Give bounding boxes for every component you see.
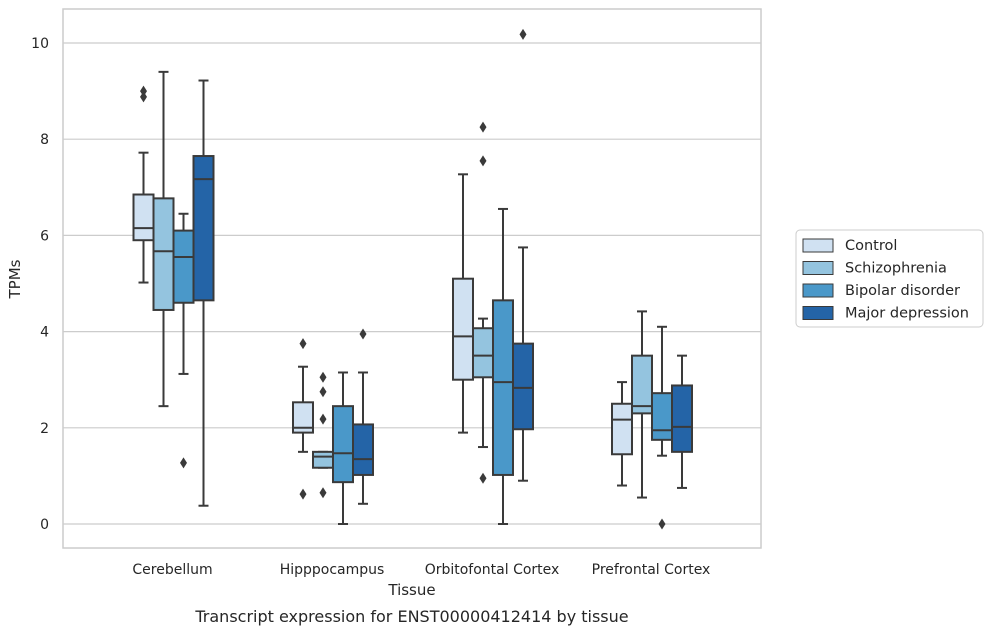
box-2-3: [512, 28, 534, 482]
outlier-point: [319, 371, 327, 383]
legend-swatch: [802, 283, 834, 298]
box-0-3: [192, 79, 215, 507]
box-1-2: [332, 371, 354, 525]
outlier-point: [658, 518, 666, 530]
box-iqr: [172, 229, 195, 304]
x-tick-label: Prefrontal Cortex: [592, 562, 711, 578]
outlier-point: [519, 28, 527, 40]
y-tick-label: 0: [40, 517, 49, 533]
box-1-1: [312, 371, 334, 499]
box-iqr: [472, 327, 494, 379]
outlier-point: [319, 487, 327, 499]
outlier-point: [180, 457, 187, 469]
box-iqr: [332, 405, 354, 484]
legend-entry-label: Control: [845, 238, 897, 254]
box-2-2: [492, 207, 514, 525]
legend-swatch: [802, 261, 834, 275]
outlier-point: [299, 338, 307, 350]
outlier-point: [479, 121, 487, 133]
x-axis-ticks: Cerebellum Hipppocampus Orbitofontal Corte…: [132, 562, 710, 578]
legend-swatch: [802, 238, 834, 253]
outlier-point: [319, 386, 327, 398]
box-iqr: [192, 155, 215, 302]
box-3-2: [651, 325, 673, 530]
box-iqr: [352, 423, 374, 476]
box-0-0: [132, 85, 155, 284]
y-axis-ticks: 0 2 4 6 8 10: [31, 36, 49, 533]
legend-entry-label: Schizophrenia: [845, 261, 947, 277]
box-iqr: [152, 197, 175, 311]
box-iqr: [651, 392, 673, 441]
outlier-point: [319, 413, 327, 425]
box-0-1: [152, 70, 175, 408]
box-iqr: [452, 277, 474, 381]
y-tick-label: 4: [40, 325, 49, 341]
legend: Control Schizophrenia Bipolar disorder Majo…: [795, 229, 984, 328]
box-3-3: [671, 354, 693, 489]
outlier-point: [479, 472, 487, 484]
legend-frame: [795, 229, 984, 328]
outlier-point: [140, 91, 147, 103]
box-iqr: [312, 450, 334, 469]
outlier-point: [299, 488, 307, 500]
y-tick-label: 6: [40, 228, 49, 244]
box-iqr: [611, 402, 633, 456]
box-iqr: [132, 193, 155, 242]
box-1-0: [292, 338, 314, 500]
box-2-1: [472, 121, 494, 484]
box-iqr: [492, 299, 514, 476]
box-1-3: [352, 328, 374, 505]
legend-entry-label: Bipolar disorder: [845, 283, 960, 299]
box-iqr: [292, 401, 314, 434]
box-3-0: [611, 381, 633, 487]
y-tick-label: 8: [40, 132, 49, 148]
box-0-2: [172, 212, 195, 469]
legend-entry-label: Major depression: [845, 306, 969, 322]
y-tick-label: 2: [40, 421, 49, 437]
y-axis-label: TPMs: [6, 259, 24, 299]
box-3-1: [631, 310, 653, 499]
outlier-point: [479, 155, 487, 167]
x-tick-label: Hipppocampus: [280, 562, 385, 578]
box-iqr: [671, 384, 693, 453]
box-2-0: [452, 173, 474, 434]
x-tick-label: Cerebellum: [132, 562, 212, 578]
x-axis-label: Tissue: [387, 581, 435, 599]
outlier-point: [140, 85, 147, 97]
box-iqr: [512, 342, 534, 431]
y-tick-label: 10: [31, 36, 49, 52]
box-iqr: [631, 354, 653, 415]
x-tick-label: Orbitofontal Cortex: [425, 562, 560, 578]
box-plot-groups: [132, 28, 693, 530]
legend-swatch: [802, 306, 834, 320]
plot-frame: [62, 8, 762, 549]
outlier-point: [359, 328, 367, 340]
chart-caption: Transcript expression for ENST0000041241…: [194, 607, 628, 626]
